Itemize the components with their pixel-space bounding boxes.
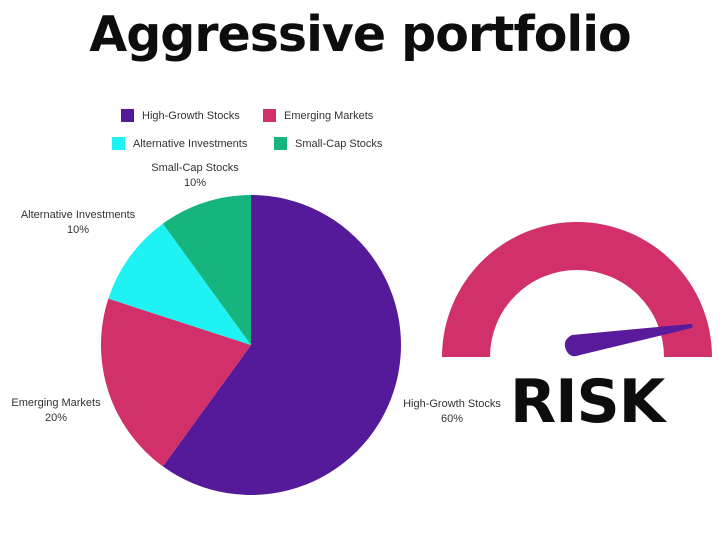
pie-slice-small-cap	[162, 195, 251, 345]
slice-label-emerging: Emerging Markets 20%	[0, 396, 112, 426]
slice-label-name: High-Growth Stocks	[403, 398, 501, 410]
legend-swatch	[121, 109, 134, 122]
slice-label-high-growth: High-Growth Stocks 60%	[393, 397, 511, 427]
legend-label: Emerging Markets	[284, 109, 374, 122]
page-title: Aggressive portfolio	[89, 6, 631, 63]
slice-label-name: Alternative Investments	[20, 209, 136, 221]
slice-label-pct: 10%	[183, 177, 207, 189]
risk-label: RISK	[510, 367, 665, 437]
slice-label-alternative: Alternative Investments 10%	[4, 208, 152, 238]
slice-label-small-cap: Small-Cap Stocks 10%	[140, 161, 250, 191]
legend-label: High-Growth Stocks	[142, 109, 240, 122]
legend-item-small-cap: Small-Cap Stocks	[274, 137, 382, 150]
risk-gauge	[442, 222, 712, 357]
legend-item-alternative: Alternative Investments	[112, 137, 247, 150]
legend-item-high-growth: High-Growth Stocks	[121, 109, 240, 122]
pie-slice-alternative	[108, 223, 251, 345]
legend-swatch	[263, 109, 276, 122]
slice-label-pct: 60%	[440, 413, 464, 425]
pie-slice-emerging	[100, 298, 251, 467]
pie-slice-high-growth	[162, 195, 402, 495]
slice-label-name: Emerging Markets	[11, 397, 101, 409]
slice-label-pct: 20%	[44, 412, 68, 424]
gauge-arc	[442, 222, 712, 357]
legend-label: Alternative Investments	[133, 137, 248, 150]
pie-chart	[100, 195, 402, 495]
legend-swatch	[112, 137, 125, 150]
legend-item-emerging: Emerging Markets	[263, 109, 373, 122]
gauge-needle	[564, 324, 693, 357]
slice-label-pct: 10%	[66, 224, 90, 236]
slice-label-name: Small-Cap Stocks	[151, 162, 239, 174]
legend-swatch	[274, 137, 287, 150]
legend-label: Small-Cap Stocks	[295, 137, 383, 150]
